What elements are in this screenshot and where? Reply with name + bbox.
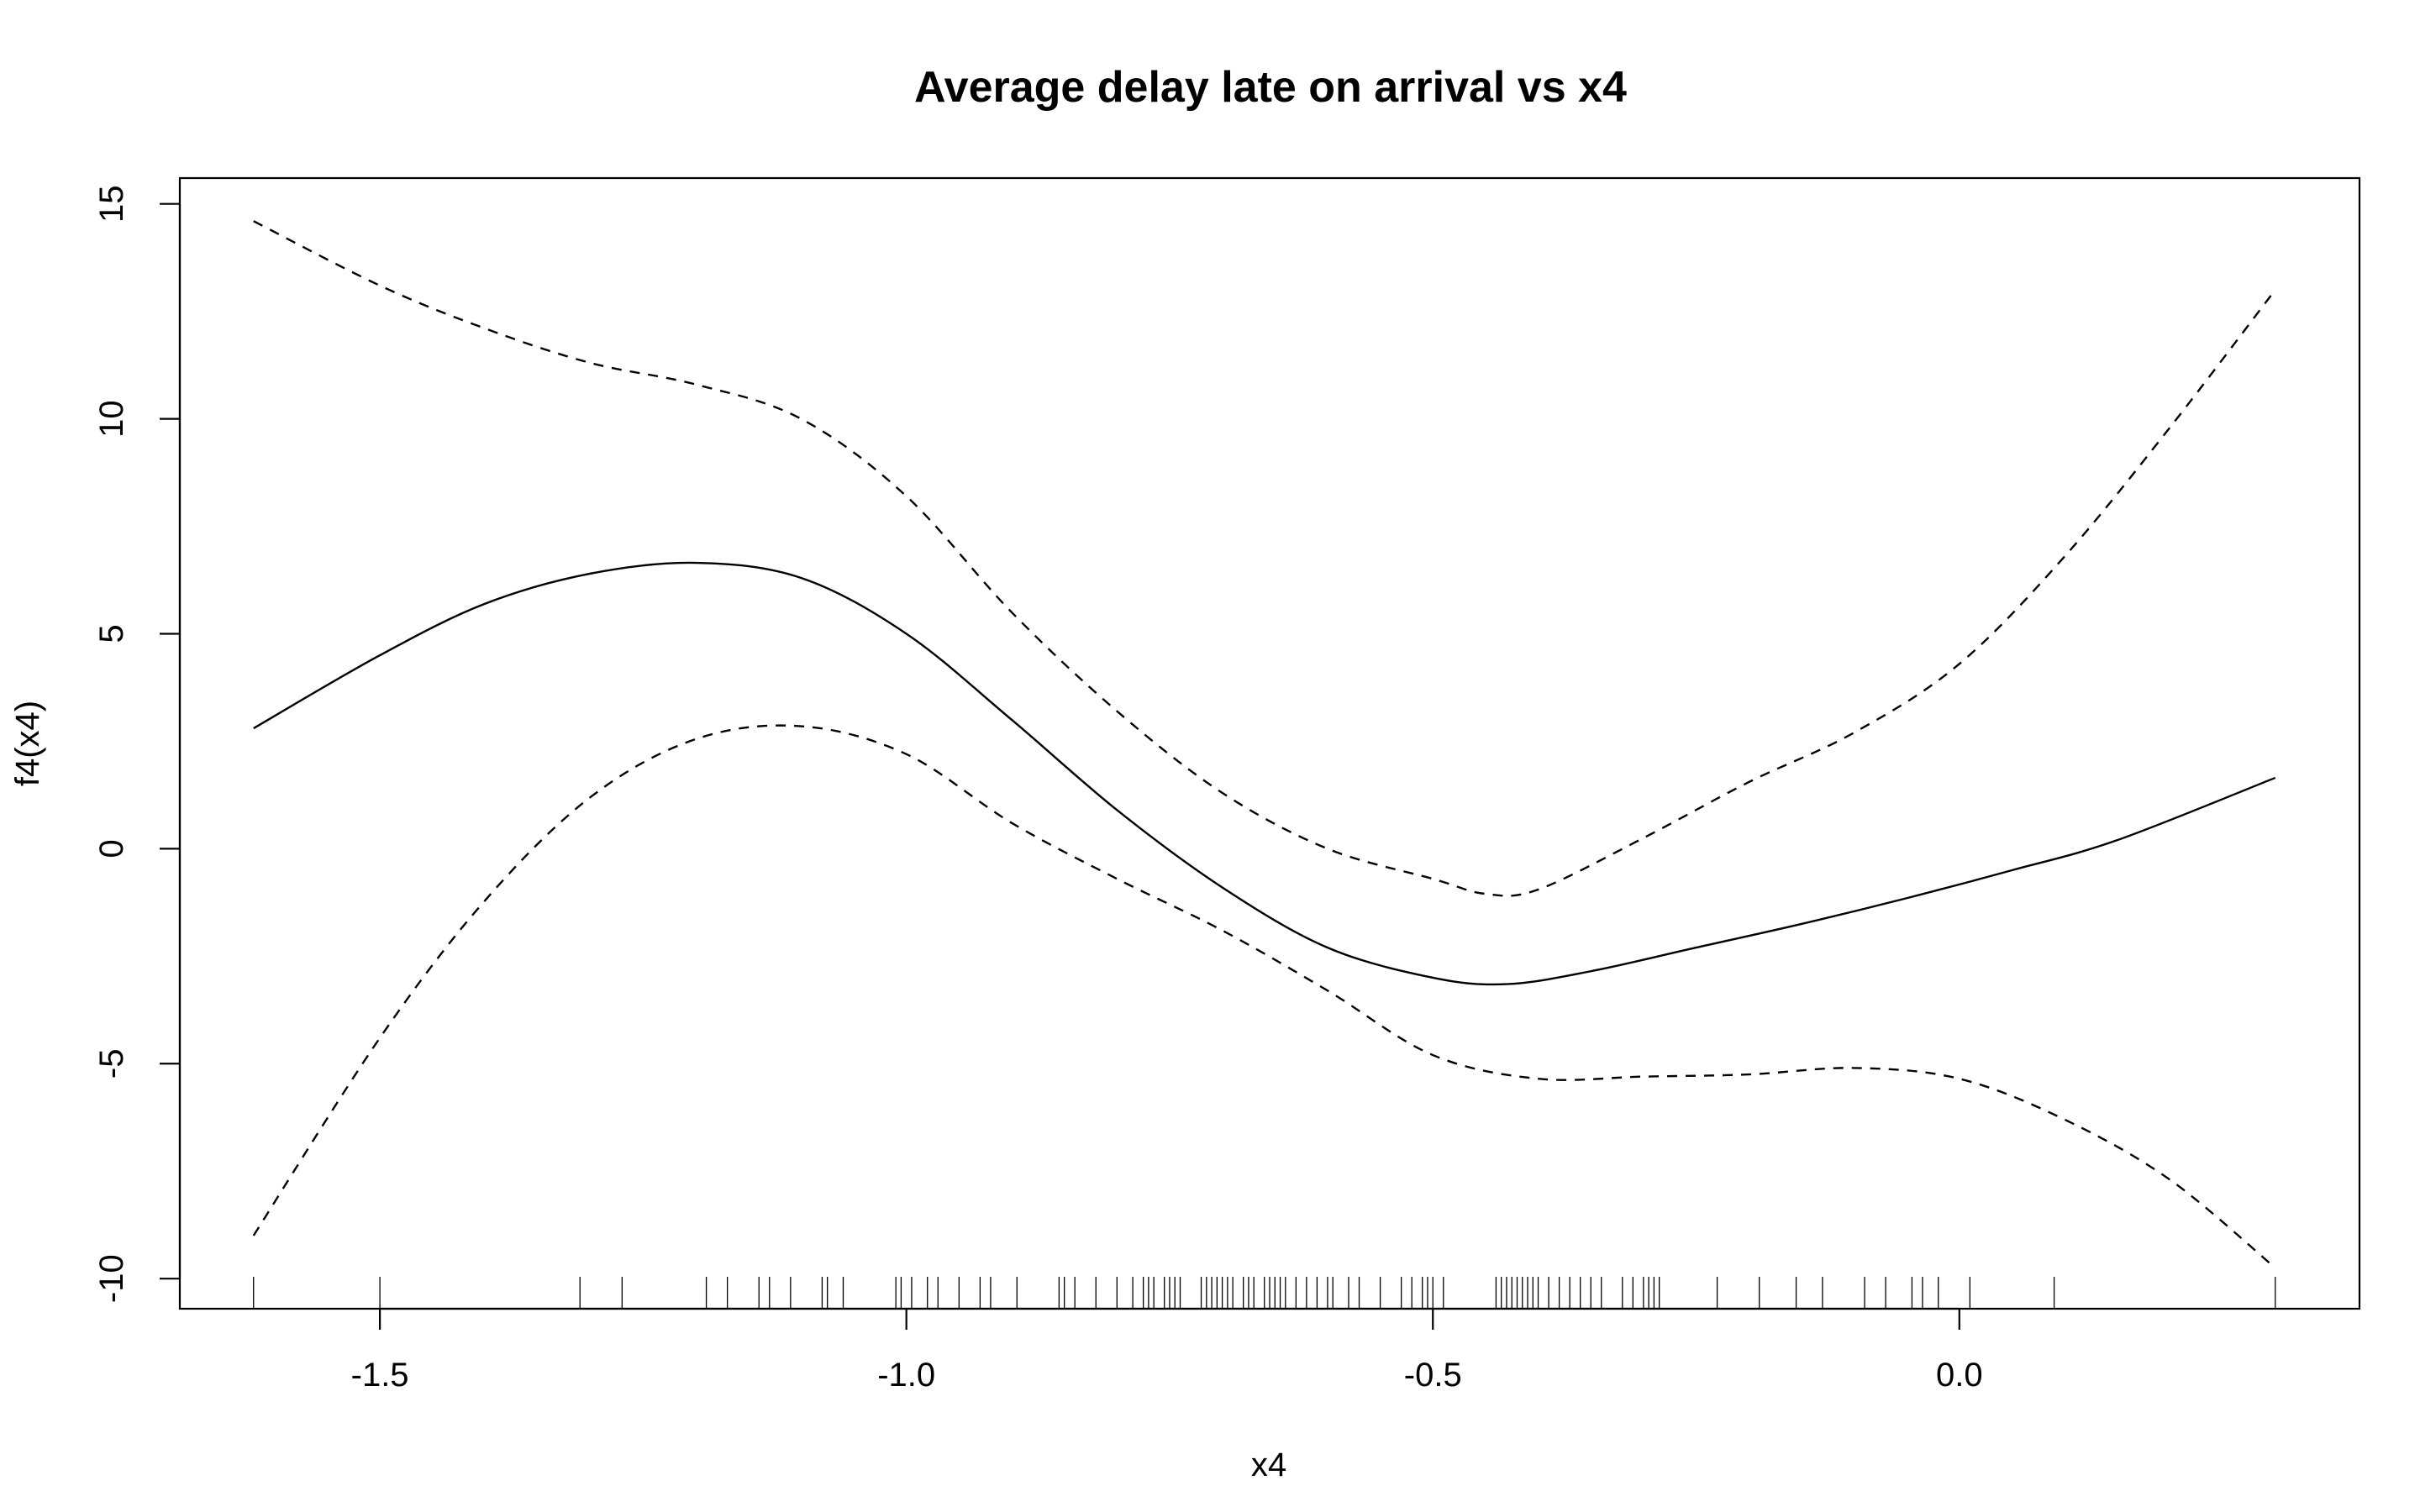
chart-title: Average delay late on arrival vs x4 — [914, 63, 1627, 112]
fit-line — [253, 561, 2276, 986]
y-tick-label: -10 — [93, 1254, 130, 1303]
y-tick-label: 10 — [93, 400, 130, 438]
y-tick-label: 15 — [93, 185, 130, 222]
x-axis-title: x4 — [1251, 1446, 1286, 1483]
x-axis: -1.5 -1.0 -0.5 0.0 — [351, 1307, 1983, 1394]
series-lines — [252, 220, 2276, 1269]
y-tick-label: -5 — [93, 1048, 130, 1079]
y-axis-title: f4(x4) — [9, 701, 46, 786]
y-tick-label: 0 — [93, 839, 130, 858]
x-tick-label: -1.0 — [877, 1357, 935, 1394]
upper-band-line — [253, 220, 2276, 897]
rug-marks — [253, 1277, 2276, 1309]
x-tick-label: 0.0 — [1936, 1357, 1983, 1394]
y-axis: -10 -5 0 5 10 15 — [93, 185, 182, 1303]
y-tick-label: 5 — [93, 624, 130, 643]
plot-frame — [178, 176, 2361, 1310]
lower-band-line — [252, 724, 2276, 1269]
x-tick-label: -1.5 — [351, 1357, 409, 1394]
x-tick-label: -0.5 — [1404, 1357, 1462, 1394]
